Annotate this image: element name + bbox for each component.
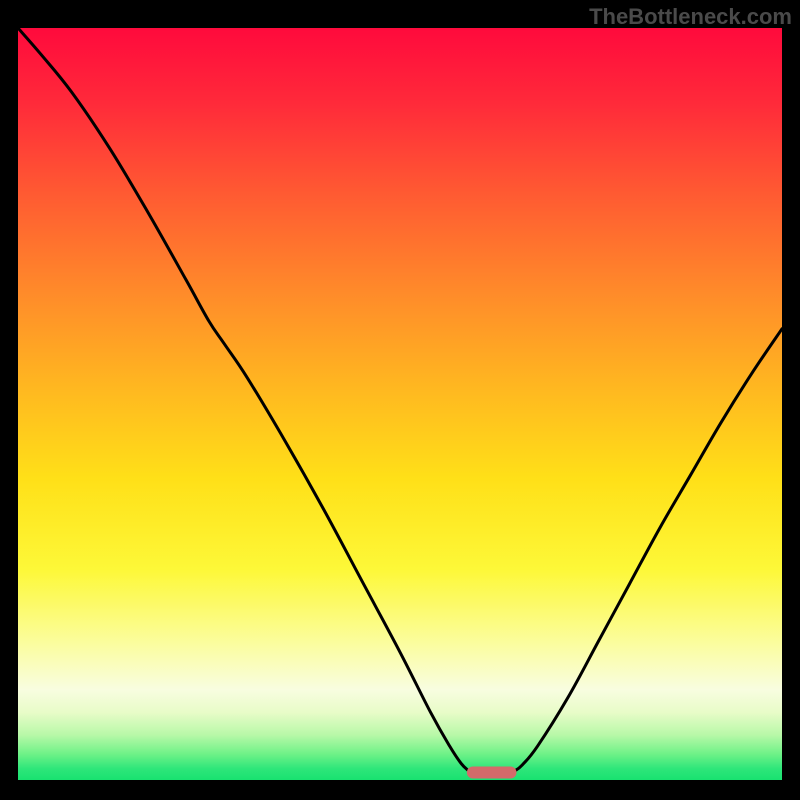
chart-container: TheBottleneck.com xyxy=(0,0,800,800)
gradient-background xyxy=(18,28,782,780)
optimal-marker xyxy=(467,766,517,778)
bottleneck-curve-chart xyxy=(18,28,782,780)
plot-area xyxy=(18,28,782,780)
watermark-text: TheBottleneck.com xyxy=(589,4,792,30)
